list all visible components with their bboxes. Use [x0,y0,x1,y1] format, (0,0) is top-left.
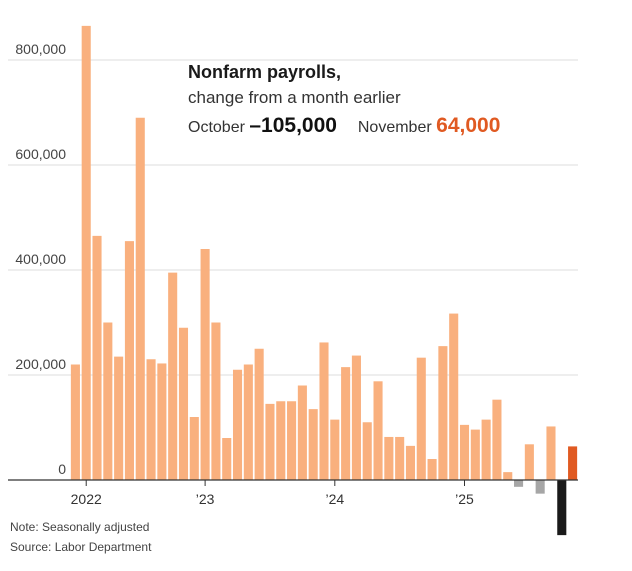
footnote-source: Source: Labor Department [10,540,152,554]
bar [503,472,513,480]
y-tick-label: 400,000 [15,251,66,267]
bar [81,25,91,480]
bar [146,359,156,480]
bar [135,117,145,480]
x-tick-label: ’25 [455,491,474,507]
bar [265,403,275,480]
bar [459,424,470,480]
bar [438,346,448,480]
bar [470,429,480,480]
bar [157,363,167,480]
y-tick-label: 800,000 [15,41,66,57]
bar [114,356,124,480]
bar [222,438,232,480]
bars [70,25,578,536]
bar [384,436,394,480]
bar [103,322,113,480]
bar [276,401,286,480]
bar [297,385,307,480]
bar [308,409,318,480]
x-tick-label: 2022 [71,491,102,507]
bar [427,459,437,480]
bar [395,436,405,480]
bar [287,401,297,480]
bar [178,327,189,480]
callout-november-value: 64,000 [436,114,501,137]
x-tick-label: ’24 [325,491,344,507]
bar [189,417,199,480]
bar [319,342,329,480]
bar [492,399,502,480]
bar [168,272,178,480]
bar [535,480,545,494]
bar [557,480,567,536]
bar [568,446,578,480]
gridlines [8,59,578,376]
bar [373,381,383,480]
footnote-note: Note: Seasonally adjusted [10,520,150,534]
callout-october-label: October [188,119,245,136]
bar [351,355,361,480]
chart-title: Nonfarm payrolls, [188,62,342,82]
bar [243,364,253,480]
bar [362,422,372,480]
y-tick-label: 200,000 [15,356,66,372]
bar [449,313,459,480]
bar [92,235,102,480]
chart-subtitle: change from a month earlier [188,88,401,107]
bar [232,369,243,480]
bar [405,445,416,480]
bar [254,348,264,480]
x-tick-label: ’23 [196,491,215,507]
bar [524,444,534,480]
bar [124,241,134,480]
bar [330,419,340,480]
bar [546,426,556,480]
callout-november-label: November [357,119,432,136]
bar [416,357,426,480]
y-tick-label: 600,000 [15,146,66,162]
bar [200,249,210,480]
bar [70,364,80,480]
bar [514,480,524,487]
bar [211,322,221,480]
callouts: October –105,000 November 64,000 [188,114,500,138]
callout-october-value: –105,000 [249,114,337,137]
y-tick-label: 0 [58,461,66,477]
bar [481,419,491,480]
x-axis-ticks: 2022 ’23 ’24 ’25 [71,480,474,507]
y-axis-labels: 800,000 600,000 400,000 200,000 0 [15,41,66,477]
bar [341,367,351,480]
